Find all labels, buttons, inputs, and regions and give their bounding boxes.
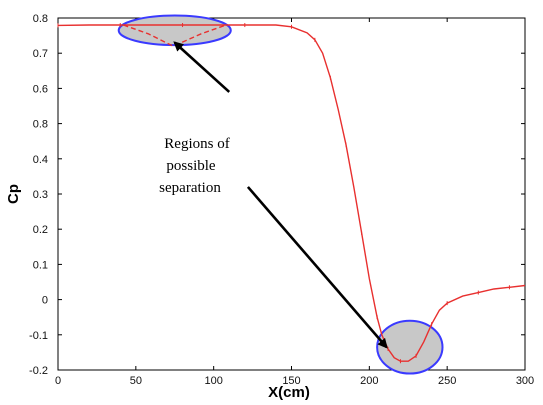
y-tick-label: 0.6 <box>33 83 48 95</box>
x-tick-label: 300 <box>516 375 534 387</box>
y-tick-label: 0.8 <box>33 119 48 131</box>
y-tick-label: 0.4 <box>33 154 48 166</box>
y-tick-label: 0.2 <box>33 224 48 236</box>
y-tick-label: 0.3 <box>33 189 48 201</box>
separation-region <box>376 319 444 375</box>
y-axis-title: Cp <box>5 184 22 204</box>
y-tick-label: 0.8 <box>33 13 48 25</box>
ticks-layer: 0 50 100 150 200 250 300 -0.2 -0.1 0 0.1 0.2 0.3 0.4 0… <box>29 13 534 387</box>
cp-dashed-curve <box>123 24 227 47</box>
x-tick-label: 150 <box>282 375 300 387</box>
series-layer <box>57 23 526 364</box>
separation-region <box>117 14 232 47</box>
y-tick-label: 0.1 <box>33 259 48 271</box>
y-tick-label: -0.1 <box>29 330 48 342</box>
annotation-layer: Regions of possible separation <box>159 136 230 196</box>
x-tick-label: 50 <box>130 375 142 387</box>
x-tick-label: 200 <box>360 375 378 387</box>
x-axis-title: X(cm) <box>268 384 310 401</box>
x-tick-label: 0 <box>55 375 61 387</box>
y-tick-label: 0.7 <box>33 48 48 60</box>
x-tick-label: 100 <box>204 375 222 387</box>
arrows-layer <box>173 41 388 349</box>
annotation-text-line: separation <box>159 180 221 196</box>
annotation-text-line: possible <box>166 158 216 174</box>
plot-area-frame <box>57 17 526 371</box>
x-tick-label: 250 <box>438 375 456 387</box>
annotation-text-line: Regions of <box>164 136 229 152</box>
annotation-arrow <box>246 186 388 349</box>
y-tick-label: -0.2 <box>29 365 48 377</box>
y-tick-label: 0 <box>42 295 48 307</box>
cp-curve <box>57 24 526 362</box>
annotation-arrow <box>173 41 231 93</box>
regions-layer <box>117 14 444 375</box>
